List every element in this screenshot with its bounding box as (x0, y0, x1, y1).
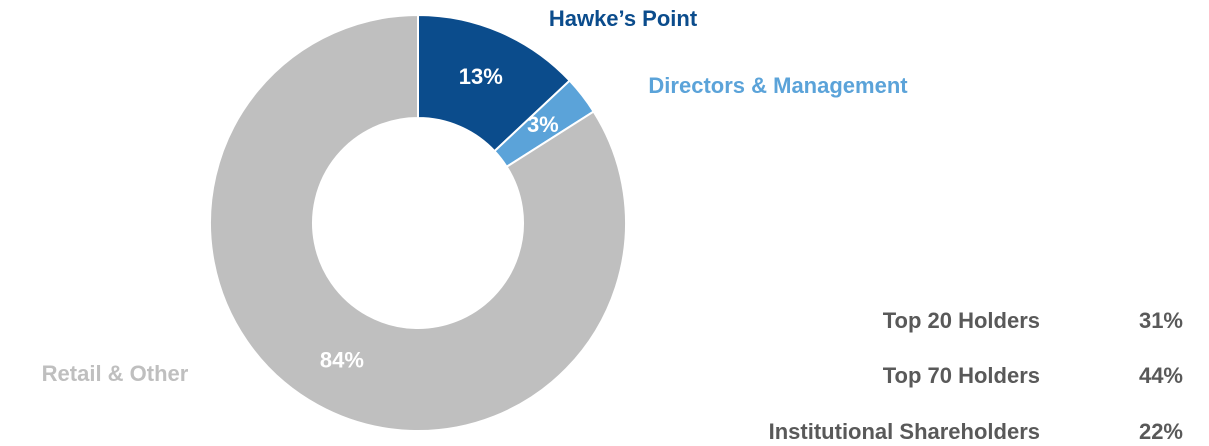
row-value: 31% (1139, 308, 1183, 333)
row-label: Top 70 Holders (883, 363, 1040, 388)
row-value: 44% (1139, 363, 1183, 388)
holders-table: Top 20 Holders 31% Top 70 Holders 44% In… (769, 308, 1183, 444)
category-label: Directors & Management (648, 73, 908, 98)
row-label: Institutional Shareholders (769, 419, 1040, 444)
row-label: Top 20 Holders (883, 308, 1040, 333)
value-label: 84% (320, 347, 364, 372)
category-label: Hawke’s Point (549, 6, 698, 31)
value-label: 3% (527, 112, 559, 137)
category-label: Retail & Other (42, 361, 189, 386)
slice (209, 13, 627, 432)
value-label: 13% (459, 64, 503, 89)
row-value: 22% (1139, 419, 1183, 444)
